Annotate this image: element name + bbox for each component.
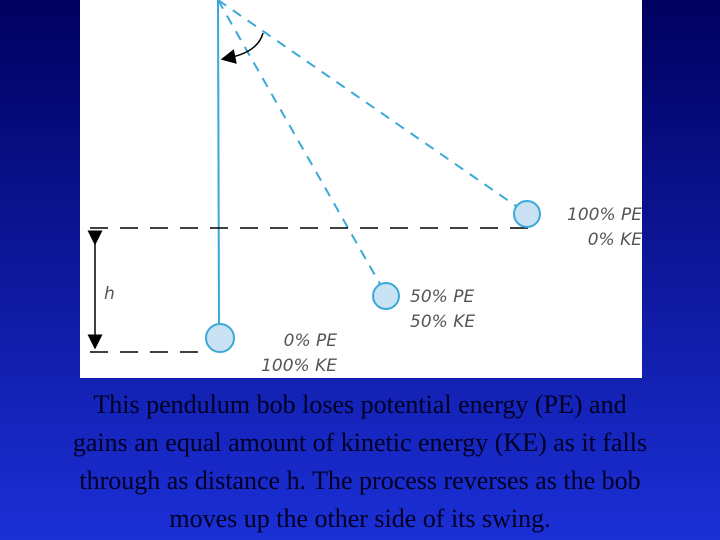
caption-line: moves up the other side of its swing. xyxy=(169,504,550,533)
swing-arrow xyxy=(220,32,264,64)
bob xyxy=(205,323,235,353)
bob xyxy=(372,282,400,310)
caption-line: gains an equal amount of kinetic energy … xyxy=(73,428,647,457)
string-dashed xyxy=(217,0,381,285)
string-dashed xyxy=(217,0,517,207)
string xyxy=(217,0,220,325)
bob-label: 50% KE xyxy=(410,312,475,332)
height-label: h xyxy=(104,284,115,304)
bob-label: 0% KE xyxy=(588,230,643,250)
caption-line: through as distance h. The process rever… xyxy=(79,466,640,495)
bob xyxy=(513,200,541,228)
bob-label: 0% PE xyxy=(284,331,338,351)
bob-label: 100% KE xyxy=(261,356,337,376)
caption-line: This pendulum bob loses potential energy… xyxy=(93,390,626,419)
bob-label: 100% PE xyxy=(567,205,642,225)
diagram-panel xyxy=(80,0,642,378)
bob-label: 50% PE xyxy=(410,287,474,307)
